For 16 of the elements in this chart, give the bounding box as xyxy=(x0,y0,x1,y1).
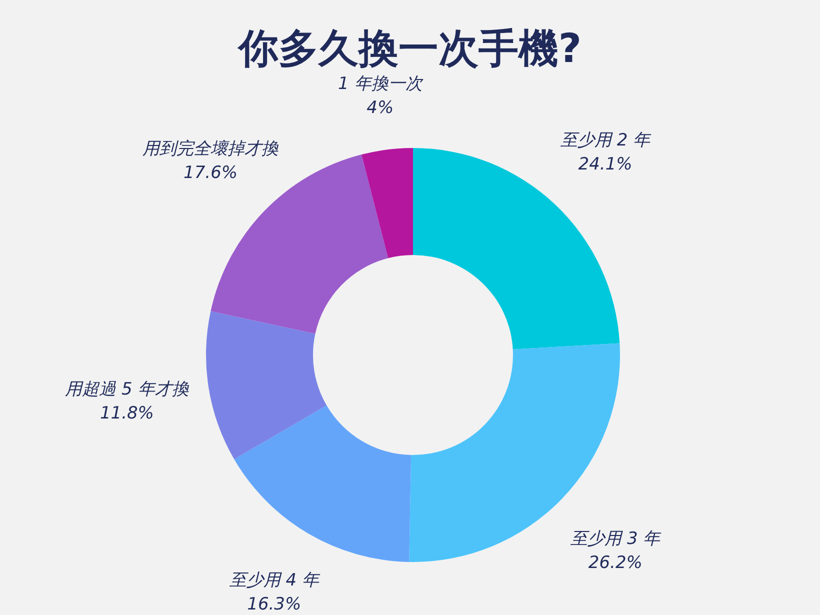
slice-label: 用到完全壞掉才換 xyxy=(142,139,280,160)
data-label: 26.2% xyxy=(588,552,642,573)
slice-label: 1 年換一次 xyxy=(338,74,424,94)
data-label: 4% xyxy=(366,98,394,118)
chart-title: 你多久換一次手機? xyxy=(236,26,582,72)
donut-slice xyxy=(362,148,413,258)
slice-label: 用超過 5 年才換 xyxy=(65,379,190,400)
data-label: 11.8% xyxy=(100,403,154,424)
donut-slice xyxy=(206,311,327,460)
data-label: 24.1% xyxy=(578,154,632,175)
data-label: 17.6% xyxy=(184,163,238,184)
donut-slice xyxy=(234,405,412,562)
data-label: 16.3% xyxy=(247,594,302,614)
slice-label: 至少用 2 年 xyxy=(560,130,652,151)
slice-label: 至少用 3 年 xyxy=(570,528,662,549)
slice-label: 至少用 4 年 xyxy=(229,570,321,590)
